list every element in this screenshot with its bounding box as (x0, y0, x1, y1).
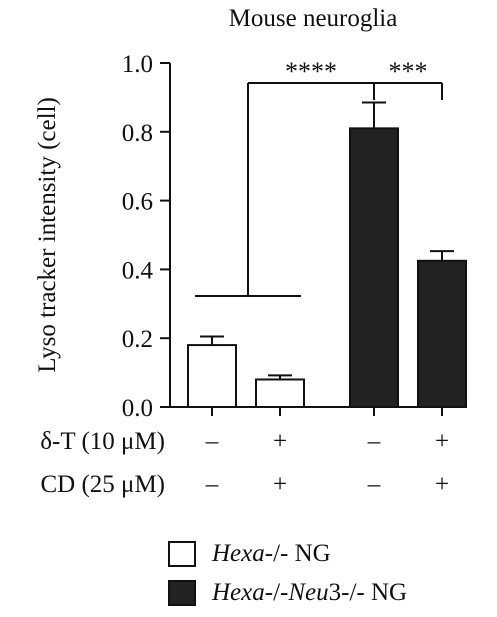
legend-swatch-white (168, 541, 196, 567)
bar (255, 378, 305, 409)
y-tick-label: 0.4 (122, 257, 154, 284)
condition-sign: + (273, 428, 287, 455)
y-tick-label: 0.6 (122, 189, 153, 216)
chart-title: Mouse neuroglia (229, 5, 398, 32)
condition-sign: + (435, 471, 449, 498)
legend-label-2-rest: 3-/- NG (328, 579, 408, 606)
bar (187, 344, 237, 408)
legend-label-2-italic: Hexa (212, 579, 265, 606)
legend-label-1-italic: Hexa (212, 540, 265, 567)
significance-stars-2: *** (389, 57, 428, 86)
chart: Mouse neuroglia Lyso tracker intensity (… (34, 5, 467, 498)
y-tick-label: 0.8 (122, 120, 153, 147)
condition-sign: – (367, 428, 381, 455)
condition-sign: – (205, 428, 219, 455)
legend-label-2-mid: -/- (264, 579, 289, 606)
y-tick-label: 0.0 (122, 395, 153, 422)
legend-item-1: Hexa -/- NG (168, 540, 331, 568)
bar (349, 127, 399, 409)
y-axis-label: Lyso tracker intensity (cell) (34, 97, 61, 373)
bar (417, 259, 467, 408)
legend-item-2: Hexa -/- Neu 3-/- NG (168, 579, 407, 607)
condition-sign: – (205, 471, 219, 498)
legend-label-1-rest: -/- NG (264, 540, 331, 567)
condition-label: δ-T (10 μM) (40, 428, 165, 455)
legend-label-2-italic2: Neu (288, 579, 329, 606)
legend-swatch-black (168, 580, 196, 606)
condition-sign: – (367, 471, 381, 498)
condition-sign: + (273, 471, 287, 498)
condition-sign: + (435, 428, 449, 455)
condition-label: CD (25 μM) (40, 471, 165, 498)
y-tick-label: 1.0 (122, 51, 153, 78)
significance-stars-1: **** (285, 57, 337, 86)
y-tick-label: 0.2 (122, 326, 153, 353)
